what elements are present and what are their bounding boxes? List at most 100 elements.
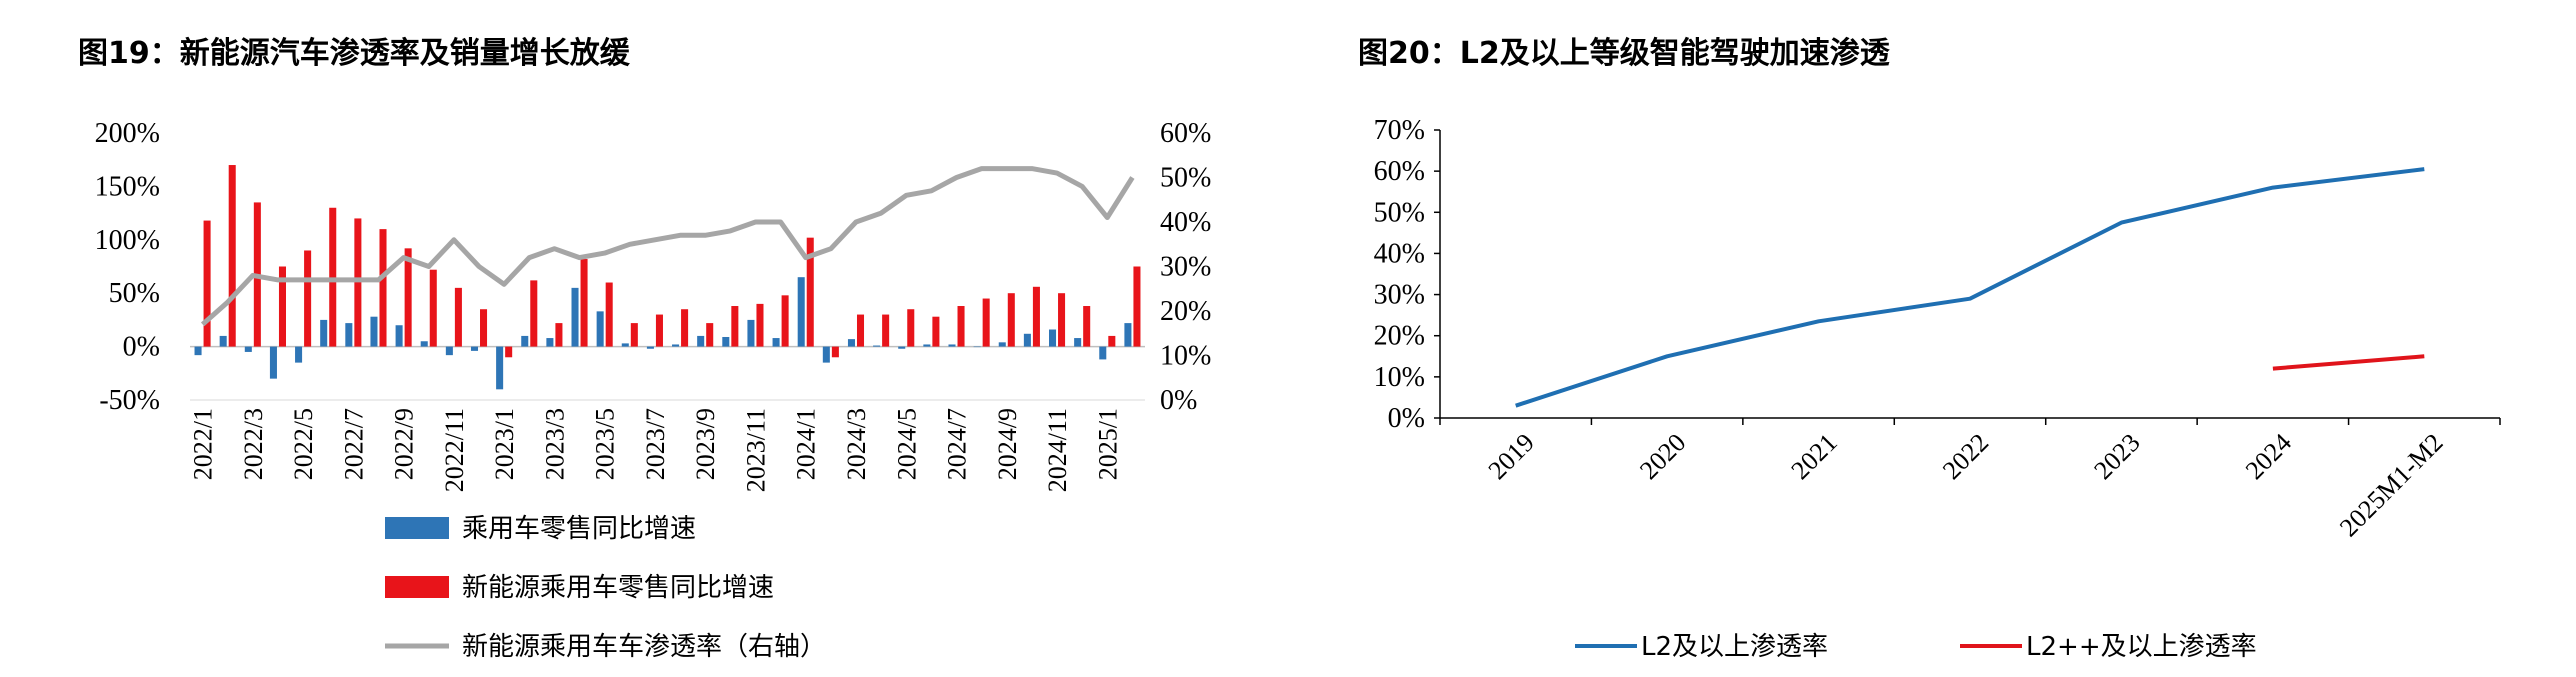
bar-nev-retail-growth bbox=[304, 250, 312, 347]
bar-nev-retail-growth bbox=[706, 323, 714, 347]
bar-nev-retail-growth bbox=[932, 316, 940, 347]
legend-label: 新能源乘用车零售同比增速 bbox=[462, 573, 774, 603]
x-axis-tick-label: 2024/9 bbox=[993, 408, 1022, 480]
bar-nev-retail-growth bbox=[379, 229, 387, 347]
left-axis-tick-label: 150% bbox=[95, 171, 160, 202]
bar-retail-growth bbox=[847, 339, 855, 347]
bar-retail-growth bbox=[621, 343, 629, 347]
right-axis-tick-label: 60% bbox=[1160, 118, 1211, 149]
bar-retail-growth bbox=[822, 346, 830, 363]
bar-retail-growth bbox=[244, 346, 252, 352]
x-axis-tick-label: 2024/5 bbox=[892, 408, 921, 480]
bar-retail-growth bbox=[646, 346, 654, 349]
bar-retail-growth bbox=[873, 345, 881, 347]
bar-retail-growth bbox=[546, 338, 554, 347]
bar-retail-growth bbox=[269, 346, 277, 379]
bar-nev-retail-growth bbox=[1058, 293, 1066, 347]
bar-nev-retail-growth bbox=[655, 314, 663, 347]
bar-nev-retail-growth bbox=[1133, 266, 1141, 347]
bar-retail-growth bbox=[470, 346, 479, 351]
bar-retail-growth bbox=[571, 287, 579, 347]
x-axis-tick-label: 2024/7 bbox=[943, 408, 972, 480]
bar-nev-retail-growth bbox=[1007, 293, 1015, 347]
x-axis-tick-label: 2025M1-M2 bbox=[2334, 428, 2448, 542]
legend-label: 乘用车零售同比增速 bbox=[462, 514, 696, 544]
y-axis-tick-label: 50% bbox=[1374, 197, 1425, 228]
x-axis-tick-label: 2023/7 bbox=[641, 408, 670, 480]
bar-retail-growth bbox=[219, 335, 227, 347]
right-axis-tick-label: 40% bbox=[1160, 207, 1211, 238]
x-axis-tick-label: 2023/3 bbox=[540, 408, 569, 480]
bar-nev-retail-growth bbox=[354, 218, 362, 347]
bar-retail-growth bbox=[672, 344, 680, 347]
bar-nev-retail-growth bbox=[907, 309, 915, 347]
bar-retail-growth bbox=[772, 338, 780, 347]
x-axis-tick-label: 2021 bbox=[1786, 428, 1843, 485]
bar-nev-retail-growth bbox=[957, 306, 965, 347]
bar-nev-retail-growth bbox=[731, 306, 739, 347]
bar-nev-retail-growth bbox=[756, 303, 764, 347]
bar-retail-growth bbox=[1023, 333, 1031, 347]
bar-retail-growth bbox=[1074, 338, 1082, 347]
chart-fig19: -50% 0% 50% 100% 150% 200% 0% 10% 20% 30% 40% 50% 60… bbox=[95, 118, 1212, 662]
x-axis-tick-label: 2022/3 bbox=[239, 408, 268, 480]
bar-nev-retail-growth bbox=[505, 346, 513, 358]
legend-label: L2++及以上渗透率 bbox=[2026, 632, 2257, 662]
bar-retail-growth bbox=[973, 346, 981, 348]
right-axis-tick-label: 20% bbox=[1160, 296, 1211, 327]
bar-nev-retail-growth bbox=[404, 248, 412, 347]
bar-nev-retail-growth bbox=[605, 282, 613, 347]
bar-retail-growth bbox=[345, 323, 353, 347]
x-axis-tick-label: 2024/1 bbox=[792, 408, 821, 480]
bar-retail-growth bbox=[898, 346, 906, 349]
bar-nev-retail-growth bbox=[530, 280, 538, 347]
bar-nev-retail-growth bbox=[856, 314, 865, 347]
bar-retail-growth bbox=[445, 346, 453, 356]
right-axis-tick-label: 0% bbox=[1160, 385, 1197, 416]
line-l2plusplus-penetration bbox=[2272, 354, 2425, 371]
bar-nev-retail-growth bbox=[203, 220, 211, 347]
bar-nev-retail-growth bbox=[329, 207, 337, 347]
bar-nev-retail-growth bbox=[454, 287, 462, 347]
x-axis-tick-label: 2022/9 bbox=[390, 408, 419, 480]
bar-nev-retail-growth bbox=[806, 237, 814, 347]
y-axis-tick-label: 10% bbox=[1374, 362, 1425, 393]
legend-label: 新能源乘用车车渗透率（右轴） bbox=[462, 632, 826, 662]
bar-nev-retail-growth bbox=[681, 309, 689, 347]
x-axis-tick-label: 2025/1 bbox=[1093, 408, 1122, 480]
bar-retail-growth bbox=[596, 311, 604, 347]
bar-retail-growth bbox=[697, 335, 705, 347]
x-axis-tick-label: 2022/11 bbox=[440, 408, 469, 492]
x-axis-tick-label: 2019 bbox=[1483, 428, 1540, 485]
y-axis-tick-label: 60% bbox=[1374, 156, 1425, 187]
bar-nev-retail-growth bbox=[831, 346, 839, 358]
bar-retail-growth bbox=[521, 335, 529, 347]
left-axis-tick-label: 100% bbox=[95, 225, 160, 256]
bar-retail-growth bbox=[797, 277, 805, 347]
y-axis-tick-label: 0% bbox=[1388, 403, 1425, 434]
x-axis-tick-label: 2024/11 bbox=[1043, 408, 1072, 492]
x-axis-tick-label: 2024 bbox=[2240, 428, 2297, 485]
x-axis-tick-label: 2022/5 bbox=[289, 408, 318, 480]
bar-nev-retail-growth bbox=[982, 298, 990, 347]
x-axis-tick-label: 2023 bbox=[2088, 428, 2145, 485]
y-axis-tick-label: 70% bbox=[1374, 115, 1425, 146]
left-axis-tick-label: -50% bbox=[99, 385, 160, 416]
x-axis-tick-label: 2020 bbox=[1634, 428, 1691, 485]
bar-nev-retail-growth bbox=[1032, 286, 1040, 347]
bar-nev-retail-growth bbox=[580, 259, 588, 347]
x-axis-tick-label: 2022 bbox=[1937, 428, 1994, 485]
right-axis-tick-label: 50% bbox=[1160, 163, 1211, 194]
line-l2-penetration bbox=[1515, 167, 2425, 408]
left-axis-tick-label: 50% bbox=[109, 278, 160, 309]
bar-retail-growth bbox=[320, 319, 328, 347]
bar-retail-growth bbox=[722, 336, 730, 347]
bar-retail-growth bbox=[1049, 329, 1057, 347]
legend-swatch bbox=[385, 517, 449, 539]
left-axis-tick-label: 200% bbox=[95, 118, 160, 149]
figure19-title: 图19：新能源汽车渗透率及销量增长放缓 bbox=[78, 36, 630, 71]
bar-retail-growth bbox=[1124, 323, 1132, 347]
y-axis-tick-label: 30% bbox=[1374, 280, 1425, 311]
bar-retail-growth bbox=[923, 344, 931, 347]
